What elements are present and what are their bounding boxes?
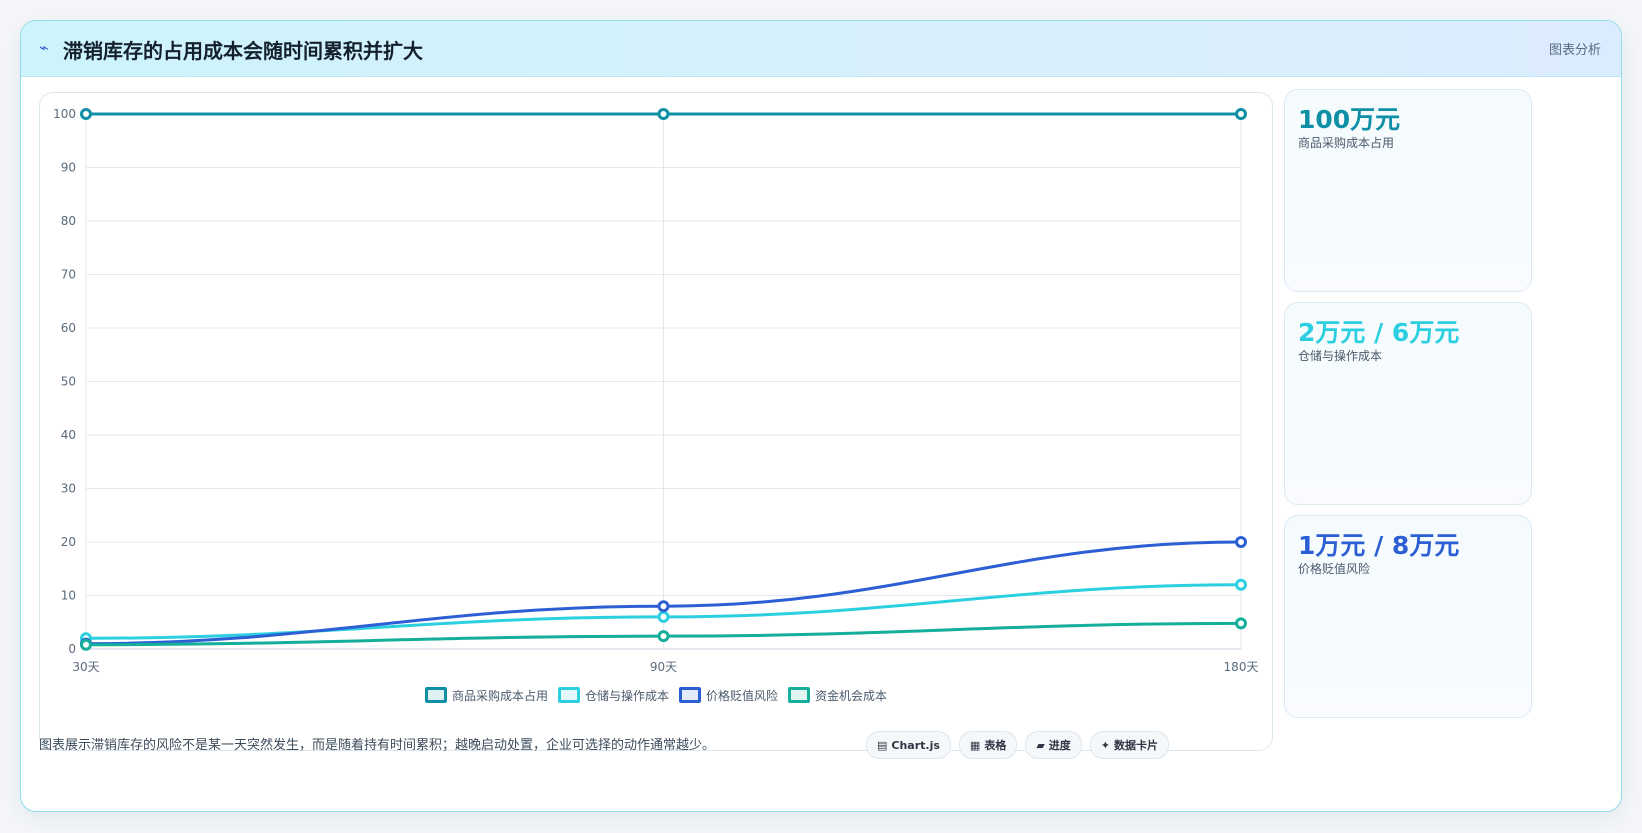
data-point [1235,578,1247,591]
chart-line-icon: ⌁ [39,38,49,57]
y-tick-label: 70 [61,268,76,282]
data-point [1235,536,1247,548]
chart-icon: ▤ [877,738,888,752]
stat-label: 商品采购成本占用 [1298,136,1395,150]
chart-caption: 图表展示滞销库存的风险不是某一天突然发生，而是随着持有时间累积；越晚启动处置，企… [39,738,716,753]
stat-card-storage-cost: 2万元 / 6万元 仓储与操作成本 [1284,302,1532,505]
data-point [80,638,92,651]
y-tick-label: 90 [61,161,76,175]
stat-value: 100万元 [1298,105,1401,134]
x-tick-label: 90天 [650,660,677,674]
legend-label: 仓储与操作成本 [584,688,669,703]
page-title: 滞销库存的占用成本会随时间累积并扩大 [63,39,423,63]
feature-pills: ▤ Chart.js ▦ 表格 ▰ 进度 ✦ 数据卡片 [866,731,1170,759]
pill-label: 数据卡片 [1114,739,1159,752]
legend-item-series-3[interactable]: 价格贬值风险 [679,684,778,706]
x-tick-label: 180天 [1224,660,1259,674]
y-tick-label: 0 [68,642,76,656]
pill-data-cards[interactable]: ✦ 数据卡片 [1089,731,1170,759]
card-header: ⌁ 滞销库存的占用成本会随时间累积并扩大 图表分析 [21,21,1621,77]
data-point [657,600,670,613]
sparkle-icon: ✦ [1100,738,1111,752]
table-icon: ▦ [969,738,981,752]
stat-value: 1万元 / 8万元 [1298,531,1460,560]
data-point [657,108,670,120]
chart-legend: 商品采购成本占用 仓储与操作成本 价格贬值风险 资金机会成本 [40,684,1272,706]
y-tick-label: 30 [61,482,76,496]
y-tick-label: 50 [61,375,76,389]
stat-label: 价格贬值风险 [1298,562,1371,576]
progress-icon: ▰ [1036,738,1045,752]
y-tick-label: 80 [61,214,76,228]
stat-label: 仓储与操作成本 [1298,349,1383,363]
line-chart-panel: 0 10 20 30 40 50 60 70 80 90 100 30天 90天 180天 商品采购成本占… [39,92,1273,751]
pill-label: 进度 [1048,739,1071,752]
y-tick-label: 60 [61,321,76,335]
legend-item-series-4[interactable]: 资金机会成本 [788,684,887,706]
y-tick-label: 40 [61,428,76,442]
pill-progress[interactable]: ▰ 进度 [1025,731,1082,759]
stat-card-depreciation-risk: 1万元 / 8万元 价格贬值风险 [1284,515,1532,718]
chart-card: ⌁ 滞销库存的占用成本会随时间累积并扩大 图表分析 0 10 20 30 40 50 60 7… [20,20,1622,812]
data-point [1235,108,1247,120]
y-tick-label: 100 [53,107,76,121]
chart-analysis-tag: 图表分析 [1548,43,1601,58]
legend-swatch [557,687,580,703]
legend-swatch [788,687,811,703]
legend-label: 价格贬值风险 [706,688,779,703]
data-point [657,630,670,643]
legend-swatch [424,687,447,703]
legend-item-series-2[interactable]: 仓储与操作成本 [557,684,669,706]
legend-label: 资金机会成本 [815,688,888,703]
y-tick-label: 20 [61,535,76,549]
pill-table[interactable]: ▦ 表格 [958,731,1018,759]
x-tick-label: 30天 [72,660,99,674]
stat-value: 2万元 / 6万元 [1298,318,1460,347]
data-point [1235,617,1247,630]
line-chart: 0 10 20 30 40 50 60 70 80 90 100 30天 90天 180天 [53,107,1259,674]
pill-label: Chart.js [891,738,940,752]
legend-swatch [679,687,701,703]
y-tick-label: 10 [61,589,76,603]
data-point [657,610,670,623]
stat-card-purchase-cost: 100万元 商品采购成本占用 [1284,89,1532,292]
legend-item-series-1[interactable]: 商品采购成本占用 [424,684,548,706]
legend-label: 商品采购成本占用 [451,688,548,703]
pill-label: 表格 [984,739,1007,752]
data-point [80,108,92,120]
pill-chartjs[interactable]: ▤ Chart.js [866,731,951,759]
